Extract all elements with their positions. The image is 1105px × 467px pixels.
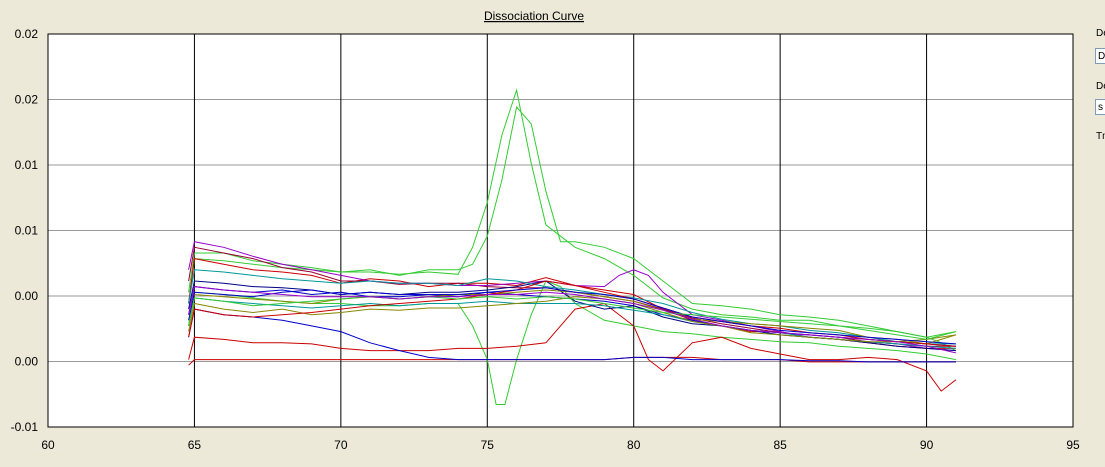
side-label-3: Tm [1096, 131, 1105, 142]
series-line-4 [188, 302, 957, 392]
side-field-1[interactable]: D [1095, 48, 1105, 64]
y-tick-label: 0.02 [15, 93, 39, 107]
side-panel: De D De s Tm [1090, 0, 1105, 467]
y-tick-label: 0.00 [15, 355, 39, 369]
y-tick-label: 0.02 [15, 27, 39, 41]
x-tick-label: 75 [481, 438, 495, 452]
x-tick-label: 90 [920, 438, 934, 452]
y-tick-label: 0.01 [15, 158, 39, 172]
y-tick-label: 0.00 [15, 289, 39, 303]
y-axis-ticks: -0.01 0.00 0.00 0.01 0.01 0.02 0.02 [11, 27, 39, 434]
x-tick-label: 60 [41, 438, 55, 452]
x-tick-label: 70 [334, 438, 348, 452]
side-label-2: De [1096, 81, 1105, 92]
series-line-3 [188, 280, 956, 405]
x-tick-label: 65 [188, 438, 202, 452]
plot-border [47, 33, 1074, 428]
series-line-10 [188, 308, 956, 363]
series-line-17 [188, 287, 956, 345]
series-line-12 [188, 269, 956, 345]
series-line-14 [188, 296, 956, 343]
x-tick-label: 95 [1066, 438, 1080, 452]
series-lines [188, 88, 957, 405]
chart-title: Dissociation Curve [484, 9, 584, 23]
series-line-1 [188, 105, 957, 352]
y-tick-label: 0.01 [15, 224, 39, 238]
series-line-19 [188, 286, 957, 354]
side-label-1: De [1096, 28, 1105, 39]
x-tick-label: 80 [627, 438, 641, 452]
x-tick-label: 85 [773, 438, 787, 452]
x-axis-ticks: 60 65 70 75 80 85 90 95 [41, 438, 1080, 452]
y-tick-label: -0.01 [11, 420, 39, 434]
side-field-2[interactable]: s [1095, 99, 1105, 115]
series-line-18 [188, 296, 957, 340]
